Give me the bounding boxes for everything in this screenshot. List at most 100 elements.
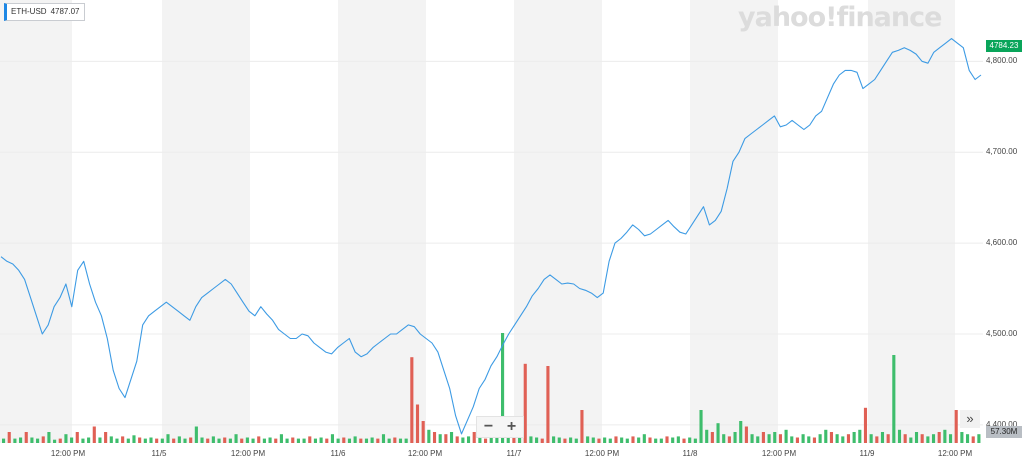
volume-bar	[342, 437, 346, 443]
volume-bar	[954, 410, 958, 443]
volume-bar	[359, 438, 363, 443]
volume-bar	[370, 437, 374, 443]
volume-bar	[466, 436, 471, 443]
volume-bar	[70, 437, 74, 443]
volume-bar	[478, 437, 482, 443]
day-bands	[0, 0, 955, 443]
volume-bar	[455, 436, 459, 443]
volume-bar	[960, 432, 964, 443]
day-band	[0, 0, 72, 443]
volume-bar	[693, 438, 697, 443]
volume-bar	[36, 438, 40, 443]
volume-bar	[2, 438, 6, 443]
volume-bar	[880, 432, 885, 443]
volume-bar	[228, 438, 232, 443]
volume-bar	[245, 437, 249, 443]
volume-bar	[569, 437, 573, 443]
x-tick-label: 12:00 PM	[584, 449, 620, 458]
volume-bar	[750, 434, 754, 443]
volume-bar	[943, 429, 947, 443]
volume-bar	[824, 429, 828, 443]
volume-bar	[818, 434, 822, 443]
volume-bar	[858, 429, 862, 443]
volume-bar	[642, 434, 646, 443]
current-price-tag: 4784.23	[986, 40, 1022, 52]
volume-bar	[251, 438, 255, 443]
volume-bar	[665, 436, 669, 443]
volume-bar	[631, 436, 635, 443]
series-legend[interactable]: ETH-USD 4787.07	[4, 3, 86, 21]
volume-bar	[518, 437, 522, 443]
x-tick-label: 12:00 PM	[50, 449, 86, 458]
volume-bar	[784, 429, 788, 443]
grid-lines	[0, 60, 983, 426]
volume-bar	[13, 438, 17, 443]
x-tick-label: 12:00 PM	[230, 449, 266, 458]
volume-bar	[279, 434, 283, 443]
zoom-in-button[interactable]: +	[506, 418, 517, 435]
volume-bar	[319, 437, 323, 443]
day-band	[690, 0, 778, 443]
volume-bar	[756, 436, 760, 443]
volume-bar	[410, 357, 414, 443]
volume-bar	[381, 434, 386, 443]
x-tick-label: 11/5	[151, 449, 167, 458]
volume-bar	[98, 437, 102, 443]
y-tick-label: 4,800.00	[986, 56, 1018, 66]
volume-bar	[432, 432, 437, 443]
zoom-out-button[interactable]: −	[483, 418, 494, 435]
volume-bar	[529, 436, 533, 443]
volume-bar	[801, 434, 805, 443]
volume-bar	[705, 429, 709, 443]
volume-bar	[897, 429, 902, 443]
price-series	[0, 38, 982, 435]
volume-bar	[829, 432, 834, 443]
volume-bar	[58, 438, 62, 443]
volume-bar	[586, 436, 590, 443]
volume-bar	[977, 434, 981, 443]
volume-bar	[183, 438, 187, 443]
volume-bar	[177, 436, 181, 443]
expand-chevron-icon[interactable]: »	[960, 410, 980, 428]
day-band	[514, 0, 602, 443]
volume-bar	[75, 432, 79, 443]
volume-bar	[138, 437, 142, 443]
volume-bar	[926, 436, 930, 443]
volume-bar	[914, 432, 919, 443]
volume-bar	[393, 437, 397, 443]
volume-bar	[716, 423, 720, 443]
volume-bar	[965, 434, 970, 443]
volume-tag: 57.30M	[986, 426, 1022, 438]
volume-bar	[767, 434, 771, 443]
volume-bar	[591, 437, 595, 443]
volume-bar	[24, 432, 28, 443]
y-tick-label: 4,700.00	[986, 147, 1018, 157]
volume-bar	[206, 438, 210, 443]
day-band	[868, 0, 955, 443]
volume-bar	[699, 410, 703, 443]
volume-bar	[211, 436, 215, 443]
volume-bar	[427, 429, 431, 443]
volume-bar	[903, 434, 907, 443]
volume-bar	[597, 438, 601, 443]
volume-bar	[325, 438, 329, 443]
volume-bar	[654, 438, 658, 443]
volume-bar	[53, 439, 57, 443]
volume-bar	[744, 426, 748, 443]
price-line	[0, 38, 982, 435]
volume-bar	[444, 434, 448, 443]
volume-bar	[189, 437, 193, 443]
volume-bar	[574, 438, 578, 443]
volume-bar	[790, 436, 794, 443]
volume-bar	[47, 432, 51, 443]
volume-bar	[846, 434, 851, 443]
volume-bar	[948, 434, 953, 443]
volume-bar	[557, 437, 561, 443]
volume-bar	[353, 436, 357, 443]
volume-bar	[240, 438, 244, 443]
volume-bar	[710, 432, 714, 443]
volume-bar	[257, 436, 261, 443]
volume-bar	[336, 438, 340, 443]
volume-bar	[285, 438, 289, 443]
